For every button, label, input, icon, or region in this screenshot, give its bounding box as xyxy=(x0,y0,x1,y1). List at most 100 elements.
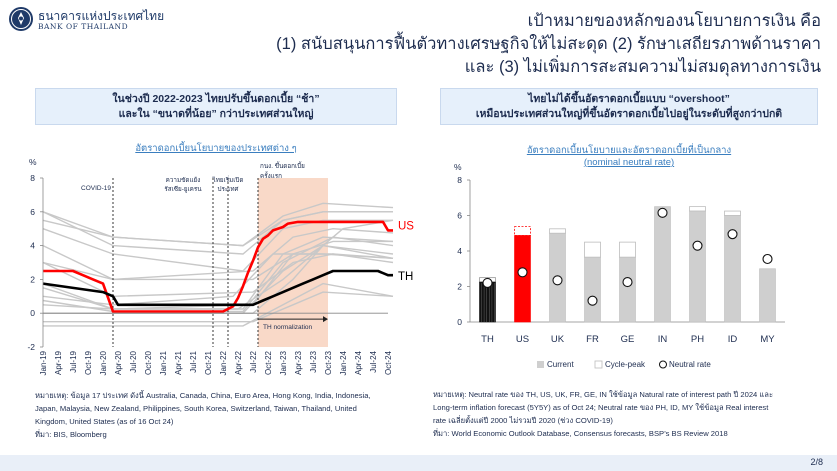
x-category-label: TH xyxy=(481,334,494,345)
right-chart-title-line-1: อัตราดอกเบี้ยนโยบายและอัตราดอกเบี้ยที่เป… xyxy=(526,145,732,156)
x-tick-label: Apr-24 xyxy=(354,350,363,375)
legend-neutral-label: Neutral rate xyxy=(669,360,711,369)
neutral-rate-dot-uk xyxy=(552,275,563,286)
x-category-label: ID xyxy=(728,334,738,345)
left-footnote-line-2: Japan, Malaysia, New Zealand, Philippine… xyxy=(35,404,357,413)
legend-cycle-peak-swatch xyxy=(594,360,603,369)
x-category-label: IN xyxy=(658,334,668,345)
x-tick-label: Jul-23 xyxy=(309,350,318,372)
y-tick-label: 4 xyxy=(457,246,462,256)
page-title-line-2: (1) สนับสนุนการฟื้นตัวทางเศรษฐกิจให้ไม่ส… xyxy=(276,35,821,53)
x-tick-label: Jul-21 xyxy=(189,350,198,372)
russia-ukraine-label-2: รัสเซีย-ยูเครน xyxy=(164,185,202,193)
bar-current-in xyxy=(654,206,671,323)
bar-cycle-peak-us xyxy=(514,226,531,236)
y-tick-label: -2 xyxy=(27,342,35,352)
x-category-label: UK xyxy=(551,334,565,345)
x-tick-label: Oct-23 xyxy=(324,350,333,375)
th-normalization-arrowhead xyxy=(323,316,328,323)
neutral-rate-dot-my xyxy=(762,253,773,265)
y-tick-label: 8 xyxy=(457,175,462,185)
y-tick-label: 6 xyxy=(30,207,35,217)
bot-seal-icon xyxy=(9,7,33,31)
th-normalization-label: TH normalization xyxy=(263,324,313,331)
x-category-label: FR xyxy=(586,334,599,345)
right-footnote-line-1: หมายเหตุ: Neutral rate ของ TH, US, UK, F… xyxy=(433,390,774,399)
x-tick-label: Apr-21 xyxy=(174,350,183,375)
x-tick-label: Jan-23 xyxy=(279,350,288,375)
x-tick-label: Jul-24 xyxy=(369,350,378,372)
y-tick-label: 4 xyxy=(30,241,35,251)
y-axis-unit: % xyxy=(454,162,462,172)
other-country-series xyxy=(42,219,393,272)
neutral-rate-bar-chart: 0 2 4 6 8% TH US UK FR GE IN PH ID MY Current Cycle-p… xyxy=(454,162,785,369)
y-tick-label: 0 xyxy=(457,317,462,327)
right-callout-line-1: ไทยไม่ได้ขึ้นอัตราดอกเบี้ยแบบ “overshoot… xyxy=(528,93,730,105)
bar-current-my xyxy=(759,268,776,323)
left-callout-line-2: และใน “ขนาดที่น้อย” กว่าประเทศส่วนใหญ่ xyxy=(118,108,314,120)
logo-text-english: BANK OF THAILAND xyxy=(38,22,129,31)
covid-label: COVID-19 xyxy=(81,185,111,192)
other-country-series xyxy=(42,202,394,247)
page-title-line-1: เป้าหมายของหลักของนโยบายการเงิน คือ xyxy=(527,12,821,30)
thai-reopening-label-2: ประเทศ xyxy=(217,186,238,193)
x-tick-label: Oct-19 xyxy=(84,350,93,375)
series-th xyxy=(42,269,393,307)
left-footnote-line-1: หมายเหตุ: ข้อมูล 17 ประเทศ ดังนี้ Austra… xyxy=(35,391,371,400)
x-tick-label: Oct-20 xyxy=(144,350,153,375)
x-tick-label: Apr-19 xyxy=(54,350,63,375)
x-tick-label: Jul-19 xyxy=(69,350,78,372)
page-title-line-3: และ (3) ไม่เพิ่มการสะสมความไม่สมดุลทางกา… xyxy=(464,58,821,76)
x-category-label: PH xyxy=(691,334,704,345)
x-tick-label: Jan-22 xyxy=(219,350,228,375)
x-tick-label: Jul-22 xyxy=(249,350,258,372)
x-tick-label: Jan-21 xyxy=(159,350,168,375)
bar-current-id xyxy=(724,215,741,323)
first-hike-label-2: ครั้งแรก xyxy=(260,171,282,180)
x-tick-label: Oct-22 xyxy=(264,350,273,375)
y-tick-label: 8 xyxy=(30,173,35,183)
legend-current-label: Current xyxy=(547,360,574,369)
right-footnote-source: ที่มา: World Economic Outlook Database, … xyxy=(433,429,728,438)
footer-bar: 2/8 xyxy=(0,455,837,471)
neutral-rate-dot-in xyxy=(657,207,668,218)
bar-current-th xyxy=(479,281,496,323)
x-category-label: MY xyxy=(760,334,775,345)
other-country-series xyxy=(43,282,394,327)
other-country-series xyxy=(42,253,394,281)
x-tick-label: Jan-19 xyxy=(39,350,48,375)
y-tick-label: 0 xyxy=(30,308,35,318)
y-tick-label: 2 xyxy=(457,282,462,292)
thai-reopening-label-1: ไทยเริ่มเปิด xyxy=(212,175,244,184)
bar-cycle-peak-fr xyxy=(584,241,601,258)
x-tick-label: Oct-21 xyxy=(204,350,213,375)
russia-ukraine-label-1: ความขัดแย้ง xyxy=(166,176,201,184)
bot-logo: ธนาคารแห่งประเทศไทย BANK OF THAILAND xyxy=(8,6,178,34)
right-chart-title-line-2: (nominal neutral rate) xyxy=(583,157,675,168)
other-country-series xyxy=(42,236,394,310)
page-number: 2/8 xyxy=(810,457,823,467)
header: ธนาคารแห่งประเทศไทย BANK OF THAILAND เป้… xyxy=(0,0,837,76)
series-us xyxy=(43,220,393,313)
first-hike-label-1: กนง. ขึ้นดอกเบี้ย xyxy=(260,161,305,170)
right-footnote-line-3: rate เฉลี่ยตั้งแต่ปี 2000 ไม่รวมปี 2020 … xyxy=(433,416,613,425)
bar-cycle-peak-ge xyxy=(619,241,636,258)
right-callout-line-2: เหมือนประเทศส่วนใหญ่ที่ขึ้นอัตราดอกเบี้ย… xyxy=(475,108,783,120)
policy-rate-line-chart: US TH -2 0 2 4 6 8% Jan-19 Apr-19 Jul-19 Oct-19 Jan… xyxy=(27,157,414,375)
left-footnote: หมายเหตุ: ข้อมูล 17 ประเทศ ดังนี้ Austra… xyxy=(35,389,397,441)
neutral-rate-dot-us xyxy=(517,267,528,278)
bar-current-fr xyxy=(584,256,601,323)
series-label-th: TH xyxy=(398,271,413,283)
right-footnote: หมายเหตุ: Neutral rate ของ TH, US, UK, F… xyxy=(433,388,818,440)
bar-cycle-peak-uk xyxy=(549,228,566,234)
x-category-label: GE xyxy=(621,334,635,345)
left-footnote-line-3: Kingdom, United States (as of 16 Oct 24) xyxy=(35,417,174,426)
y-tick-label: 2 xyxy=(30,274,35,284)
other-country-series xyxy=(42,211,393,255)
logo-text-thai: ธนาคารแห่งประเทศไทย xyxy=(38,9,165,23)
bar-cycle-peak-id xyxy=(724,210,741,216)
x-tick-label: Oct-24 xyxy=(384,350,393,375)
right-footnote-line-2: Long-term inflation forecast (5Y5Y) as o… xyxy=(433,403,769,412)
bar-cycle-peak-ph xyxy=(689,206,706,212)
bar-current-ph xyxy=(689,210,706,323)
